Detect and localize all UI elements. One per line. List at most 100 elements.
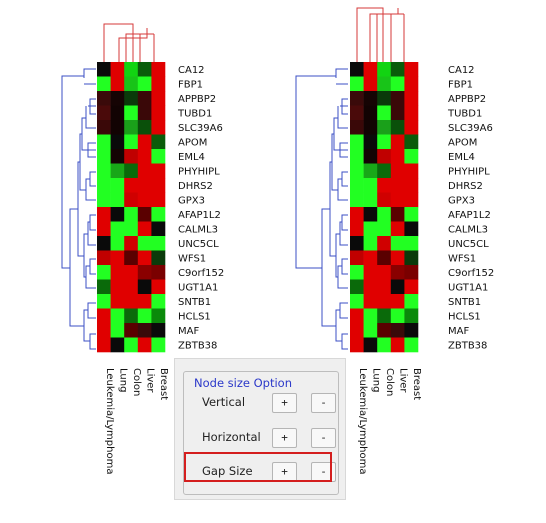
left-heatmap-cell <box>124 207 139 222</box>
right-gene-label: AFAP1L2 <box>448 210 491 221</box>
left-heatmap-cell <box>137 163 152 179</box>
left-heatmap-cell <box>151 192 166 208</box>
left-gene-label: GPX3 <box>178 196 205 207</box>
right-heatmap-cell <box>390 76 405 92</box>
right-heatmap-cell <box>377 337 392 353</box>
left-heatmap-cell <box>124 308 139 324</box>
left-heatmap-cell <box>124 323 139 338</box>
right-heatmap-cell <box>350 279 364 295</box>
right-heatmap-cell <box>390 279 405 295</box>
right-heatmap-cell <box>363 105 378 121</box>
left-heatmap-cell <box>110 120 125 135</box>
left-tissue-label: Liver <box>145 368 156 393</box>
column-dendrogram-left <box>103 23 155 62</box>
right-heatmap-cell <box>377 178 392 193</box>
left-heatmap-cell <box>151 236 166 251</box>
left-heatmap-cell <box>124 221 139 237</box>
left-gene-label: MAF <box>178 326 199 337</box>
left-heatmap-cell <box>151 265 166 280</box>
right-heatmap-cell <box>404 236 419 251</box>
horizontal-minus-button[interactable]: - <box>311 428 336 448</box>
right-heatmap-cell <box>350 163 364 179</box>
right-heatmap-cell <box>350 337 364 353</box>
left-gene-label: HCLS1 <box>178 312 211 323</box>
right-gene-label: FBP1 <box>448 80 473 91</box>
vertical-plus-button[interactable]: + <box>272 393 297 413</box>
right-heatmap-cell <box>363 279 378 295</box>
right-gene-label: CA12 <box>448 65 475 76</box>
right-heatmap-cell <box>350 192 364 208</box>
left-gene-label: APOM <box>178 138 207 149</box>
left-heatmap-cell <box>124 192 139 208</box>
right-gene-label: EML4 <box>448 152 475 163</box>
right-heatmap-cell <box>404 221 419 237</box>
left-gene-label: C9orf152 <box>178 268 224 279</box>
left-heatmap-cell <box>97 91 111 106</box>
left-heatmap-cell <box>137 337 152 353</box>
right-heatmap-cell <box>363 323 378 338</box>
left-heatmap-cell <box>137 250 152 266</box>
left-heatmap-cell <box>97 192 111 208</box>
right-heatmap-cell <box>363 192 378 208</box>
left-heatmap-cell <box>151 62 166 77</box>
right-heatmap-cell <box>377 250 392 266</box>
left-heatmap-cell <box>124 163 139 179</box>
right-heatmap-cell <box>390 337 405 353</box>
right-heatmap-cell <box>377 120 392 135</box>
left-heatmap-cell <box>151 163 166 179</box>
right-heatmap-cell <box>390 308 405 324</box>
right-heatmap-cell <box>363 236 378 251</box>
right-heatmap-cell <box>404 308 419 324</box>
right-heatmap-cell <box>390 178 405 193</box>
horizontal-label: Horizontal <box>202 430 261 444</box>
left-heatmap-cell <box>151 308 166 324</box>
vertical-minus-button[interactable]: - <box>311 393 336 413</box>
left-heatmap-cell <box>151 178 166 193</box>
right-heatmap-cell <box>377 236 392 251</box>
right-heatmap-cell <box>377 76 392 92</box>
right-heatmap-cell <box>390 120 405 135</box>
right-heatmap-cell <box>350 120 364 135</box>
group-title: Node size Option <box>192 376 295 390</box>
right-heatmap-cell <box>363 308 378 324</box>
left-heatmap-cell <box>151 91 166 106</box>
right-heatmap-cell <box>377 105 392 121</box>
right-heatmap-cell <box>404 265 419 280</box>
heatmap-left: CA12 FBP1 APPBP2 TUBD1 SLC39A6 APOM EML4 PHYHIP… <box>97 62 224 474</box>
right-gene-label: SLC39A6 <box>448 123 493 134</box>
right-heatmap-cell <box>390 62 405 77</box>
right-heatmap-cell <box>363 337 378 353</box>
left-heatmap-cell <box>97 105 111 121</box>
left-heatmap-cell <box>124 149 139 164</box>
right-heatmap-cell <box>404 163 419 179</box>
left-heatmap-cell <box>110 250 125 266</box>
right-heatmap-cell <box>350 294 364 309</box>
right-heatmap-cell <box>350 236 364 251</box>
right-heatmap-cell <box>363 149 378 164</box>
right-heatmap-cell <box>363 250 378 266</box>
right-heatmap-cell <box>404 294 419 309</box>
column-dendrogram-right <box>356 7 405 62</box>
gap-size-highlight-box <box>184 452 332 482</box>
row-dendrogram-right <box>295 68 348 350</box>
right-heatmap-cell <box>350 308 364 324</box>
left-heatmap-cell <box>110 134 125 150</box>
left-heatmap-cell <box>124 76 139 92</box>
left-heatmap-cell <box>97 265 111 280</box>
right-heatmap-cell <box>350 178 364 193</box>
left-heatmap-cell <box>97 207 111 222</box>
left-heatmap-cell <box>110 308 125 324</box>
right-heatmap-cell <box>350 207 364 222</box>
right-gene-label: APOM <box>448 138 477 149</box>
left-heatmap-cell <box>97 149 111 164</box>
left-heatmap-cell <box>97 236 111 251</box>
left-gene-label: SNTB1 <box>178 297 211 308</box>
gap-size-label: Gap Size <box>202 464 253 478</box>
horizontal-plus-button[interactable]: + <box>272 428 297 448</box>
right-heatmap-cell <box>404 134 419 150</box>
right-heatmap-cell <box>350 105 364 121</box>
left-heatmap-cell <box>110 207 125 222</box>
right-heatmap-cell <box>390 163 405 179</box>
left-heatmap-cell <box>137 308 152 324</box>
